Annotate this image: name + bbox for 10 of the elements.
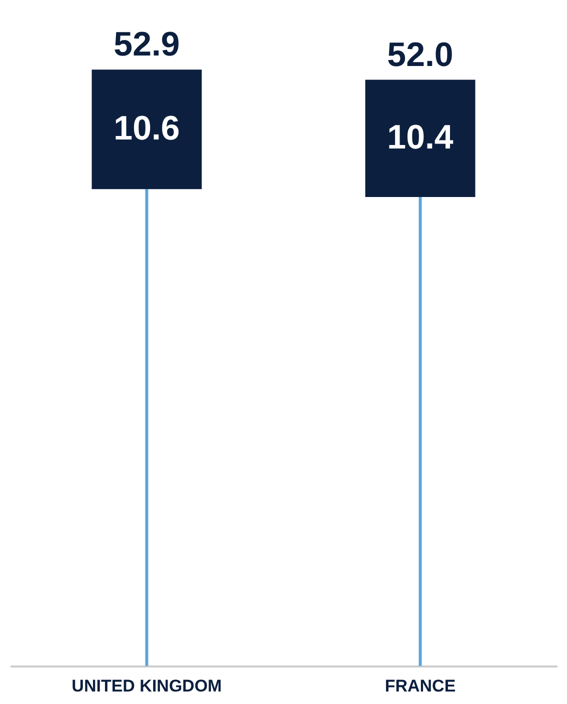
data-label: 10.4 [387,118,454,156]
bar [365,80,476,198]
bar [145,189,148,666]
bar [92,70,202,190]
x-tick-label: UNITED KINGDOM [72,676,222,696]
total-label: 52.9 [114,26,180,64]
total-label: 52.0 [387,36,454,74]
x-tick-label: FRANCE [384,676,456,696]
data-label: 10.6 [114,109,180,148]
bar [418,197,422,666]
